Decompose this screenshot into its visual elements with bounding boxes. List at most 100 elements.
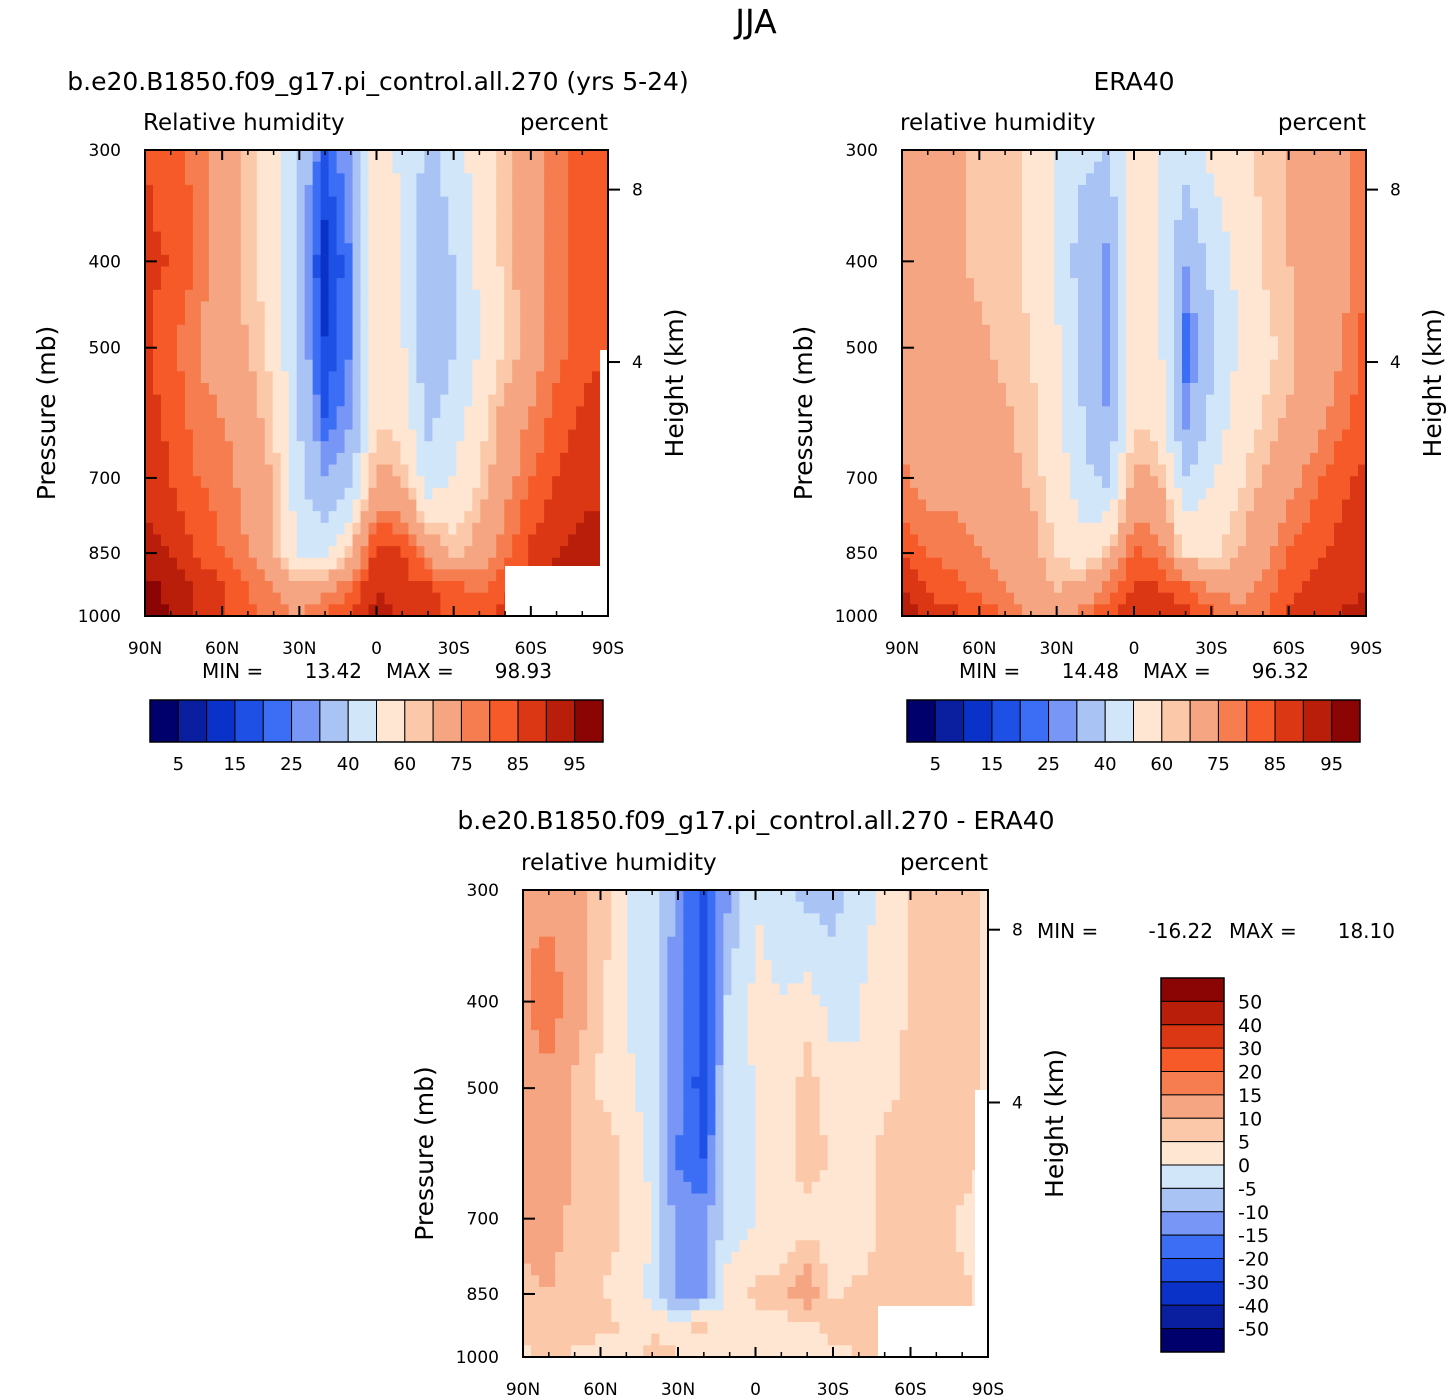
contour-cell (1350, 499, 1359, 512)
contour-cell (416, 336, 425, 349)
contour-cell (344, 417, 354, 431)
contour-cell (216, 231, 226, 244)
contour-cell (160, 534, 170, 547)
contour-cell (1190, 266, 1199, 279)
contour-cell (184, 208, 194, 221)
contour-cell (432, 557, 441, 570)
contour-cell (280, 429, 290, 442)
contour-cell (1342, 487, 1351, 501)
contour-cell (1246, 429, 1255, 442)
contour-cell (152, 371, 162, 384)
contour-cell (1022, 231, 1031, 244)
colorbar-label: 95 (563, 754, 586, 775)
contour-cell (280, 150, 290, 163)
contour-cell (1294, 383, 1303, 396)
contour-cell (1110, 254, 1119, 268)
contour-cell (998, 266, 1007, 279)
contour-cell (464, 464, 473, 477)
contour-cell (1054, 173, 1063, 186)
contour-cell (432, 161, 441, 174)
contour-cell (280, 534, 290, 547)
contour-cell (528, 219, 537, 233)
contour-cell (1062, 557, 1071, 570)
contour-cell (1150, 266, 1159, 279)
contour-cell (1062, 592, 1071, 605)
contour-cell (248, 429, 258, 442)
contour-cell (1230, 406, 1239, 419)
contour-cell (974, 208, 983, 221)
contour-cell (336, 557, 346, 570)
contour-cell (264, 184, 274, 198)
contour-cell (1302, 324, 1311, 337)
contour-cell (939, 901, 949, 914)
contour-cell (168, 464, 178, 477)
contour-cell (224, 383, 234, 396)
contour-cell (1294, 476, 1303, 489)
contour-cell (208, 161, 218, 174)
contour-cell (958, 278, 967, 291)
contour-cell (1334, 464, 1343, 477)
x-tick-label: 60S (1272, 639, 1304, 659)
contour-cell (787, 890, 797, 903)
contour-cell (208, 231, 218, 244)
contour-cell (998, 348, 1007, 361)
contour-cell (424, 569, 433, 582)
contour-cell (539, 901, 548, 914)
contour-cell (1294, 406, 1303, 419)
contour-cell (384, 371, 394, 384)
contour-cell (1014, 383, 1023, 396)
contour-cell (1222, 371, 1231, 384)
contour-cell (304, 219, 314, 233)
contour-cell (1166, 266, 1175, 279)
contour-cell (974, 429, 983, 442)
contour-cell (1182, 441, 1191, 454)
contour-cell (320, 324, 330, 337)
contour-cell (184, 487, 194, 501)
contour-cell (1126, 301, 1135, 314)
contour-cell (544, 196, 553, 209)
contour-cell (1230, 511, 1239, 524)
contour-cell (1286, 324, 1295, 337)
contour-cell (400, 231, 410, 244)
contour-cell (1222, 604, 1231, 617)
contour-cell (1142, 464, 1151, 477)
contour-cell (232, 150, 242, 163)
contour-cell (1286, 476, 1295, 489)
contour-cell (184, 476, 194, 489)
contour-cell (304, 557, 314, 570)
contour-cell (168, 266, 178, 279)
contour-cell (448, 196, 457, 209)
contour-cell (512, 254, 521, 268)
contour-cell (384, 196, 394, 209)
contour-cell (926, 546, 935, 559)
contour-cell (1302, 417, 1311, 431)
contour-cell (424, 254, 433, 268)
contour-cell (1222, 476, 1231, 489)
contour-cell (1134, 266, 1143, 279)
contour-cell (504, 254, 513, 268)
contour-cell (1118, 546, 1127, 559)
contour-cell (304, 254, 314, 268)
contour-cell (918, 301, 927, 314)
contour-cell (232, 359, 242, 372)
contour-cell (1278, 254, 1287, 268)
contour-cell (1278, 569, 1287, 582)
y-tick-label: 500 (89, 339, 121, 359)
contour-cell (504, 231, 513, 244)
contour-cell (232, 371, 242, 384)
contour-cell (950, 278, 959, 291)
contour-cell (1062, 534, 1071, 547)
contour-cell (432, 289, 441, 303)
contour-cell (1126, 581, 1135, 594)
contour-cell (384, 569, 394, 582)
contour-cell (1214, 254, 1223, 268)
contour-cell (272, 301, 282, 314)
contour-cell (1206, 569, 1215, 582)
contour-cell (256, 324, 266, 337)
contour-cell (256, 313, 266, 326)
contour-cell (176, 452, 186, 466)
contour-cell (480, 359, 489, 372)
contour-cell (152, 592, 162, 605)
contour-cell (974, 394, 983, 407)
contour-cell (1238, 254, 1247, 268)
